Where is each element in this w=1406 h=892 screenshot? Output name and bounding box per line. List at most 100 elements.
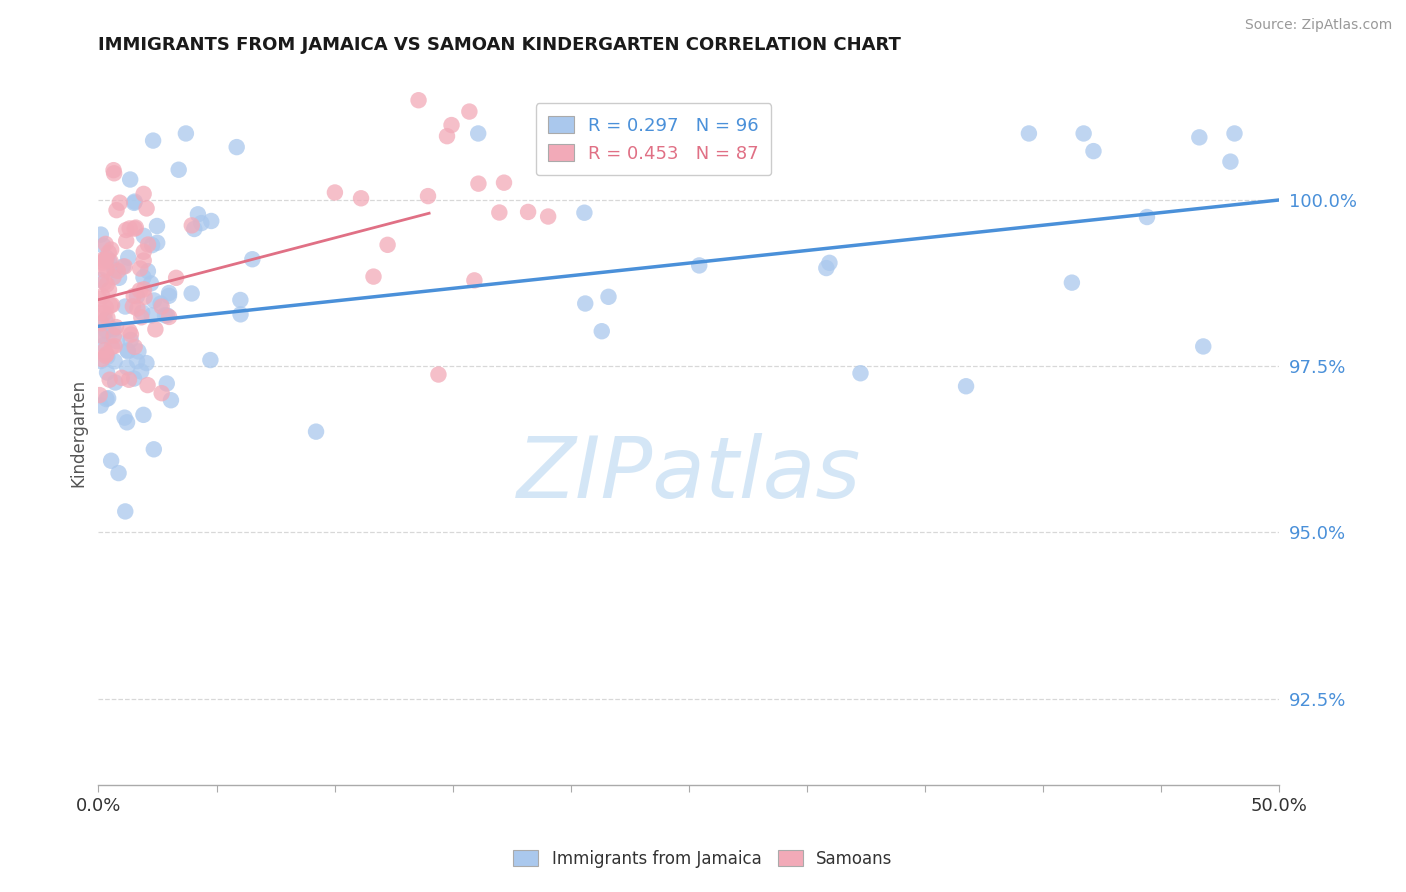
Point xyxy=(955,379,977,393)
Point xyxy=(146,235,169,250)
Point xyxy=(125,354,148,368)
Point xyxy=(135,356,157,370)
Point xyxy=(1136,210,1159,224)
Point xyxy=(517,205,540,219)
Point xyxy=(463,273,485,287)
Point xyxy=(105,203,128,218)
Point xyxy=(122,289,145,303)
Point xyxy=(91,238,114,252)
Point xyxy=(136,378,159,392)
Point xyxy=(91,252,114,267)
Point xyxy=(132,270,155,285)
Point xyxy=(128,284,150,298)
Point xyxy=(118,221,141,235)
Point xyxy=(606,113,628,128)
Point xyxy=(180,219,202,233)
Point xyxy=(537,210,560,224)
Point xyxy=(93,253,115,268)
Point xyxy=(1073,127,1095,141)
Point xyxy=(94,349,117,363)
Point xyxy=(165,270,187,285)
Point xyxy=(363,269,385,284)
Point xyxy=(117,251,139,265)
Point xyxy=(89,388,111,402)
Point xyxy=(91,255,114,269)
Point xyxy=(229,293,252,307)
Point xyxy=(103,270,125,285)
Point xyxy=(135,202,157,216)
Point xyxy=(157,289,180,303)
Point xyxy=(124,221,146,235)
Point xyxy=(1188,130,1211,145)
Point xyxy=(132,282,155,296)
Point xyxy=(141,238,163,252)
Point xyxy=(492,176,515,190)
Point xyxy=(229,307,252,321)
Point xyxy=(108,195,131,210)
Text: ZIPatlas: ZIPatlas xyxy=(517,434,860,516)
Text: Source: ZipAtlas.com: Source: ZipAtlas.com xyxy=(1244,18,1392,32)
Point xyxy=(120,333,142,347)
Point xyxy=(156,376,179,391)
Point xyxy=(323,186,346,200)
Point xyxy=(125,289,148,303)
Point xyxy=(97,283,120,297)
Point xyxy=(90,316,112,330)
Point xyxy=(90,354,112,368)
Point xyxy=(225,140,247,154)
Point xyxy=(96,347,118,361)
Point xyxy=(127,301,149,316)
Point xyxy=(94,253,117,268)
Point xyxy=(103,166,125,180)
Point xyxy=(100,254,122,268)
Point xyxy=(416,189,439,203)
Point xyxy=(115,415,138,429)
Point xyxy=(132,408,155,422)
Point xyxy=(118,324,141,338)
Point xyxy=(122,371,145,385)
Point xyxy=(94,301,117,315)
Point xyxy=(142,134,165,148)
Point xyxy=(122,299,145,313)
Point xyxy=(94,313,117,327)
Point xyxy=(132,228,155,243)
Point xyxy=(90,399,112,413)
Point xyxy=(1083,144,1105,158)
Point xyxy=(115,223,138,237)
Point xyxy=(700,142,723,156)
Point xyxy=(488,205,510,219)
Point xyxy=(132,253,155,268)
Point xyxy=(180,286,202,301)
Point xyxy=(100,454,122,468)
Y-axis label: Kindergarten: Kindergarten xyxy=(69,378,87,487)
Point xyxy=(156,309,179,323)
Point xyxy=(190,216,212,230)
Point xyxy=(107,466,129,480)
Point xyxy=(103,322,125,336)
Point xyxy=(136,237,159,252)
Point xyxy=(150,300,173,314)
Point xyxy=(440,118,463,132)
Point xyxy=(408,93,430,107)
Point xyxy=(157,285,180,300)
Point xyxy=(94,343,117,358)
Point xyxy=(153,308,176,322)
Point xyxy=(305,425,328,439)
Point xyxy=(157,310,180,324)
Point xyxy=(815,261,838,276)
Legend: Immigrants from Jamaica, Samoans: Immigrants from Jamaica, Samoans xyxy=(506,844,900,875)
Point xyxy=(139,277,162,291)
Point xyxy=(97,245,120,260)
Point xyxy=(1223,127,1246,141)
Point xyxy=(115,360,138,375)
Point xyxy=(98,373,121,387)
Point xyxy=(141,309,163,323)
Point xyxy=(96,324,118,338)
Point xyxy=(114,410,136,425)
Point xyxy=(350,191,373,205)
Point xyxy=(200,214,222,228)
Point xyxy=(117,344,139,359)
Point xyxy=(96,366,118,380)
Point xyxy=(129,364,152,378)
Point xyxy=(143,293,166,308)
